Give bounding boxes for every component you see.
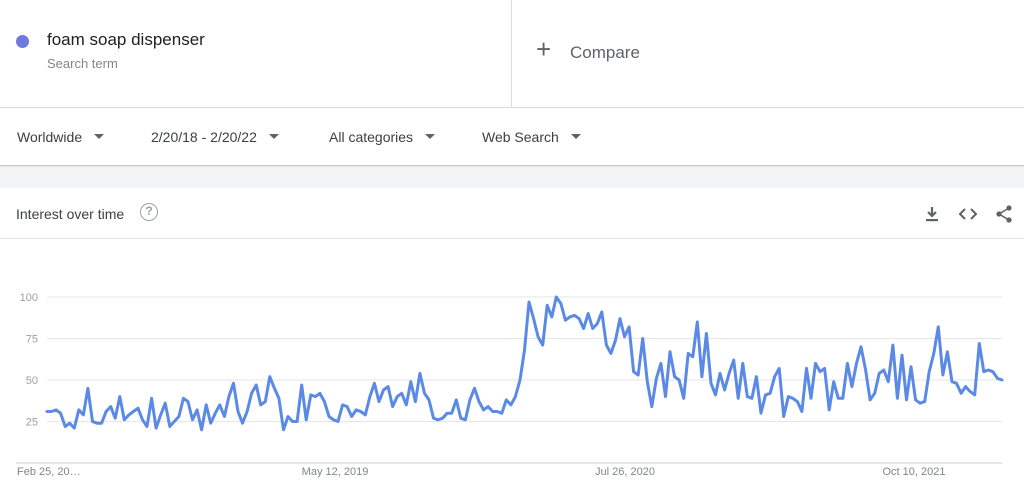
interest-line-chart: 100 75 50 25 Feb 25, 20… May 12, 2019 Jul 26,… bbox=[16, 292, 1004, 478]
region-label: Worldwide bbox=[17, 129, 83, 145]
term-color-dot bbox=[16, 35, 29, 48]
y-tick-label: 25 bbox=[26, 417, 38, 429]
question-mark-icon[interactable]: ? bbox=[140, 203, 158, 221]
y-tick-label: 50 bbox=[26, 375, 38, 387]
search-type-label: Web Search bbox=[482, 129, 559, 145]
y-tick-label: 100 bbox=[20, 292, 38, 304]
search-term-subtitle: Search term bbox=[47, 56, 118, 71]
caret-down-icon bbox=[425, 134, 436, 139]
y-axis-labels: 100 75 50 25 bbox=[20, 292, 38, 429]
region-dropdown[interactable]: Worldwide bbox=[17, 129, 105, 145]
interest-over-time-header: Interest over time ? bbox=[0, 188, 1024, 239]
search-term-name[interactable]: foam soap dispenser bbox=[47, 30, 205, 49]
x-tick-label: Feb 25, 20… bbox=[17, 466, 81, 478]
category-dropdown[interactable]: All categories bbox=[329, 129, 436, 145]
download-icon[interactable] bbox=[922, 204, 942, 224]
x-axis-labels: Feb 25, 20… May 12, 2019 Jul 26, 2020 Oct 1… bbox=[17, 466, 946, 478]
section-divider bbox=[0, 167, 1024, 188]
caret-down-icon bbox=[570, 134, 581, 139]
x-tick-label: Jul 26, 2020 bbox=[595, 466, 655, 478]
share-icon[interactable] bbox=[994, 204, 1014, 224]
caret-down-icon bbox=[94, 134, 105, 139]
compare-label: Compare bbox=[570, 43, 640, 62]
series-line-foam-soap-dispenser bbox=[45, 295, 1004, 432]
x-tick-label: May 12, 2019 bbox=[302, 466, 369, 478]
search-term-bar: foam soap dispenser Search term + Compar… bbox=[0, 0, 1024, 108]
date-range-dropdown[interactable]: 2/20/18 - 2/20/22 bbox=[151, 129, 279, 145]
plus-icon: + bbox=[536, 34, 552, 64]
embed-code-icon[interactable] bbox=[958, 204, 978, 224]
caret-down-icon bbox=[268, 134, 279, 139]
filter-bar: Worldwide 2/20/18 - 2/20/22 All categori… bbox=[0, 108, 1024, 166]
category-label: All categories bbox=[329, 129, 414, 145]
search-type-dropdown[interactable]: Web Search bbox=[482, 129, 581, 145]
x-tick-label: Oct 10, 2021 bbox=[883, 466, 946, 478]
compare-button[interactable]: + Compare bbox=[512, 0, 1024, 108]
date-range-label: 2/20/18 - 2/20/22 bbox=[151, 129, 257, 145]
card-title: Interest over time bbox=[16, 206, 125, 222]
y-tick-label: 75 bbox=[26, 334, 38, 346]
search-term-card[interactable]: foam soap dispenser Search term bbox=[0, 0, 512, 108]
